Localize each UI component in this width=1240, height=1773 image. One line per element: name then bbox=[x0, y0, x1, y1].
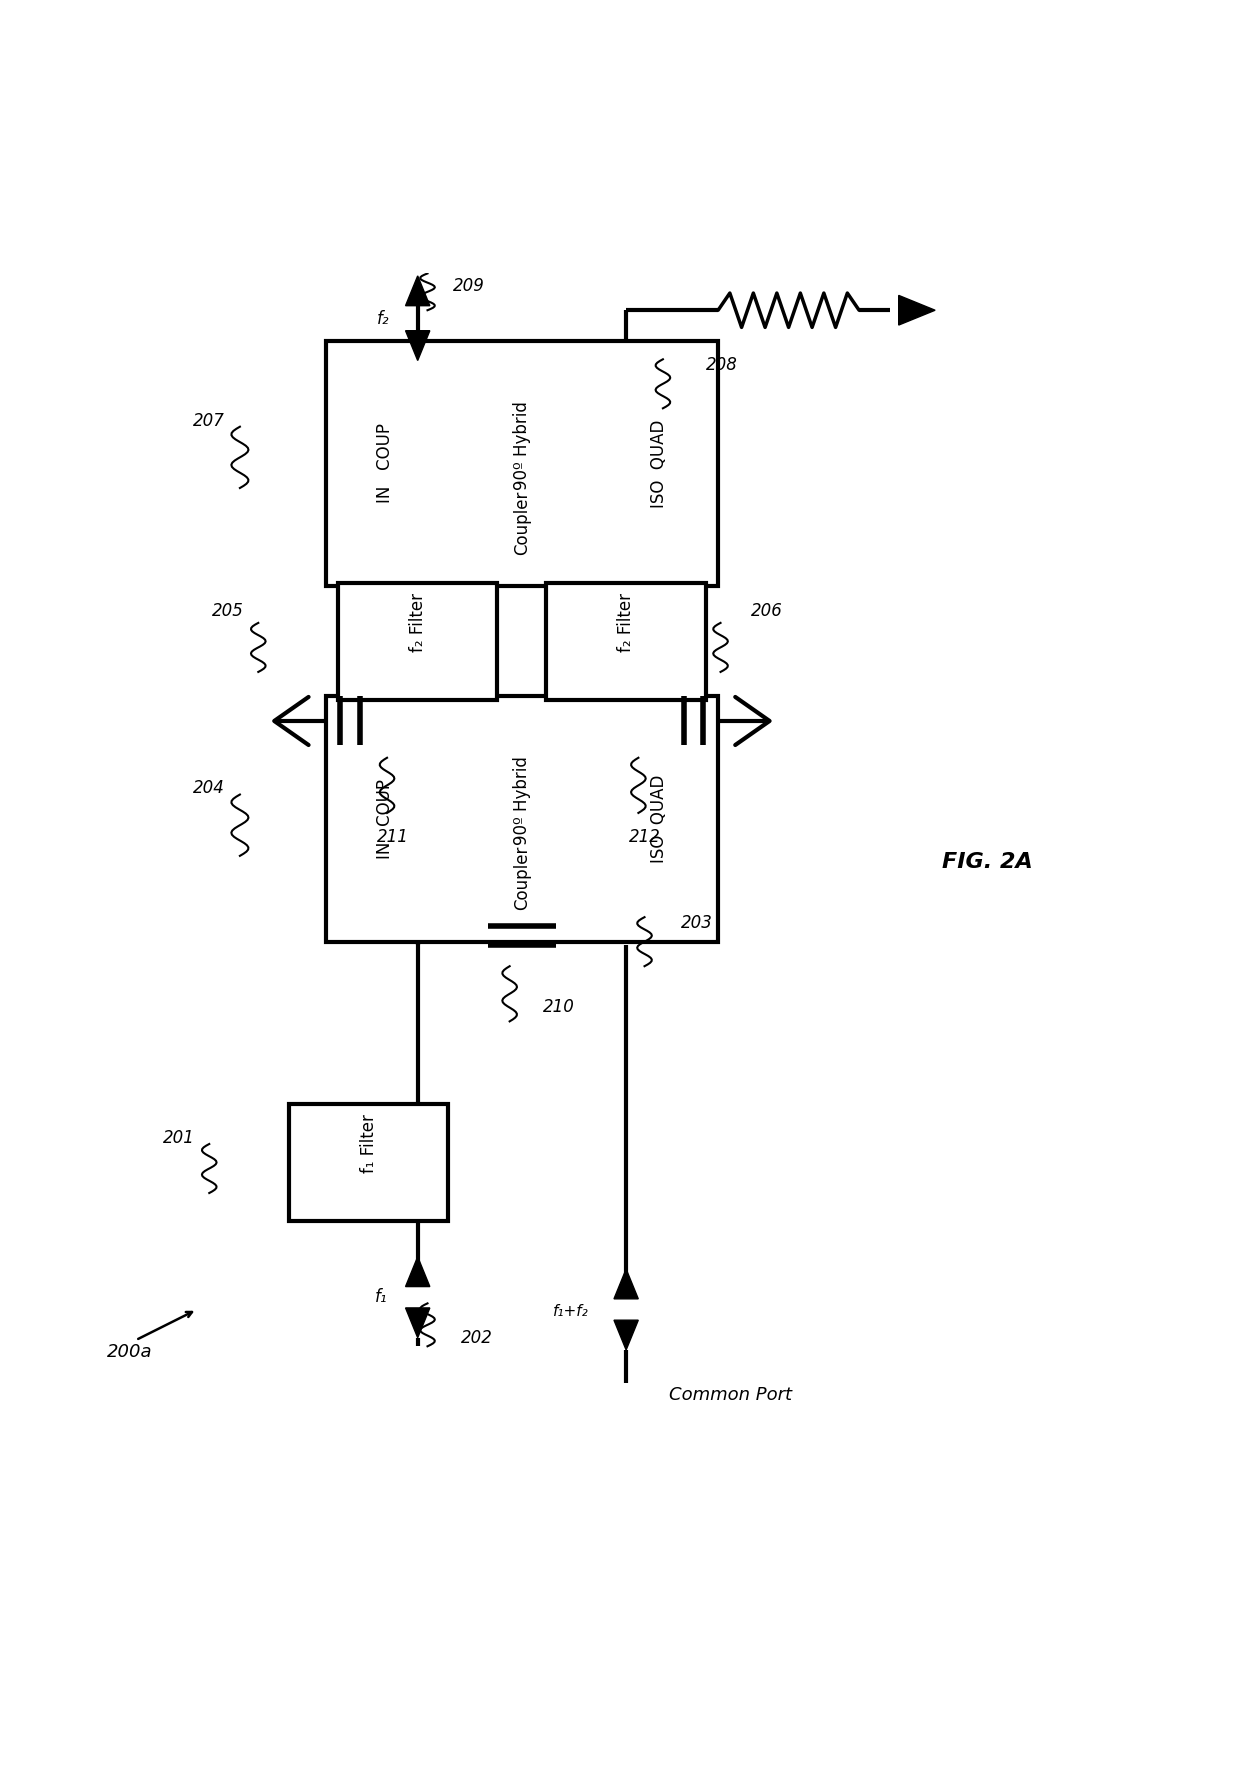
Text: IN   COUP: IN COUP bbox=[376, 424, 393, 504]
Text: 90º Hybrid: 90º Hybrid bbox=[513, 401, 531, 489]
Text: ISO  QUAD: ISO QUAD bbox=[650, 775, 668, 863]
Polygon shape bbox=[405, 1257, 430, 1287]
Text: ISO  QUAD: ISO QUAD bbox=[650, 418, 668, 507]
Bar bbox=[289, 1105, 449, 1220]
Text: 203: 203 bbox=[681, 915, 713, 933]
Text: f₂ Filter: f₂ Filter bbox=[618, 594, 635, 652]
Bar bbox=[339, 583, 497, 700]
Bar bbox=[326, 340, 718, 587]
Text: 206: 206 bbox=[751, 601, 784, 619]
Text: Common Port: Common Port bbox=[668, 1386, 792, 1404]
Text: f₂ Filter: f₂ Filter bbox=[409, 594, 427, 652]
Text: 204: 204 bbox=[193, 780, 226, 798]
Text: 210: 210 bbox=[543, 998, 574, 1016]
Polygon shape bbox=[405, 277, 430, 305]
Polygon shape bbox=[614, 1321, 639, 1349]
Text: 201: 201 bbox=[162, 1129, 195, 1147]
Text: 211: 211 bbox=[377, 828, 409, 846]
Text: f₁+f₂: f₁+f₂ bbox=[553, 1305, 589, 1319]
Text: f₁ Filter: f₁ Filter bbox=[360, 1115, 378, 1174]
Text: 209: 209 bbox=[454, 277, 485, 294]
Text: FIG. 2A: FIG. 2A bbox=[942, 853, 1033, 872]
Text: IN   COUP: IN COUP bbox=[376, 778, 393, 860]
Bar bbox=[326, 697, 718, 941]
Polygon shape bbox=[899, 296, 935, 324]
Text: 205: 205 bbox=[212, 601, 243, 619]
Bar bbox=[547, 583, 706, 700]
Polygon shape bbox=[405, 332, 430, 360]
Text: 212: 212 bbox=[629, 828, 661, 846]
Text: 90º Hybrid: 90º Hybrid bbox=[513, 757, 531, 846]
Text: Coupler: Coupler bbox=[513, 846, 531, 910]
Text: f₂: f₂ bbox=[377, 310, 389, 328]
Text: 208: 208 bbox=[706, 356, 738, 374]
Text: f₁: f₁ bbox=[374, 1289, 387, 1307]
Polygon shape bbox=[405, 1308, 430, 1337]
Text: Coupler: Coupler bbox=[513, 489, 531, 555]
Text: 200a: 200a bbox=[107, 1344, 153, 1362]
Text: 207: 207 bbox=[193, 411, 226, 429]
Polygon shape bbox=[614, 1269, 639, 1300]
Text: 202: 202 bbox=[460, 1328, 492, 1347]
